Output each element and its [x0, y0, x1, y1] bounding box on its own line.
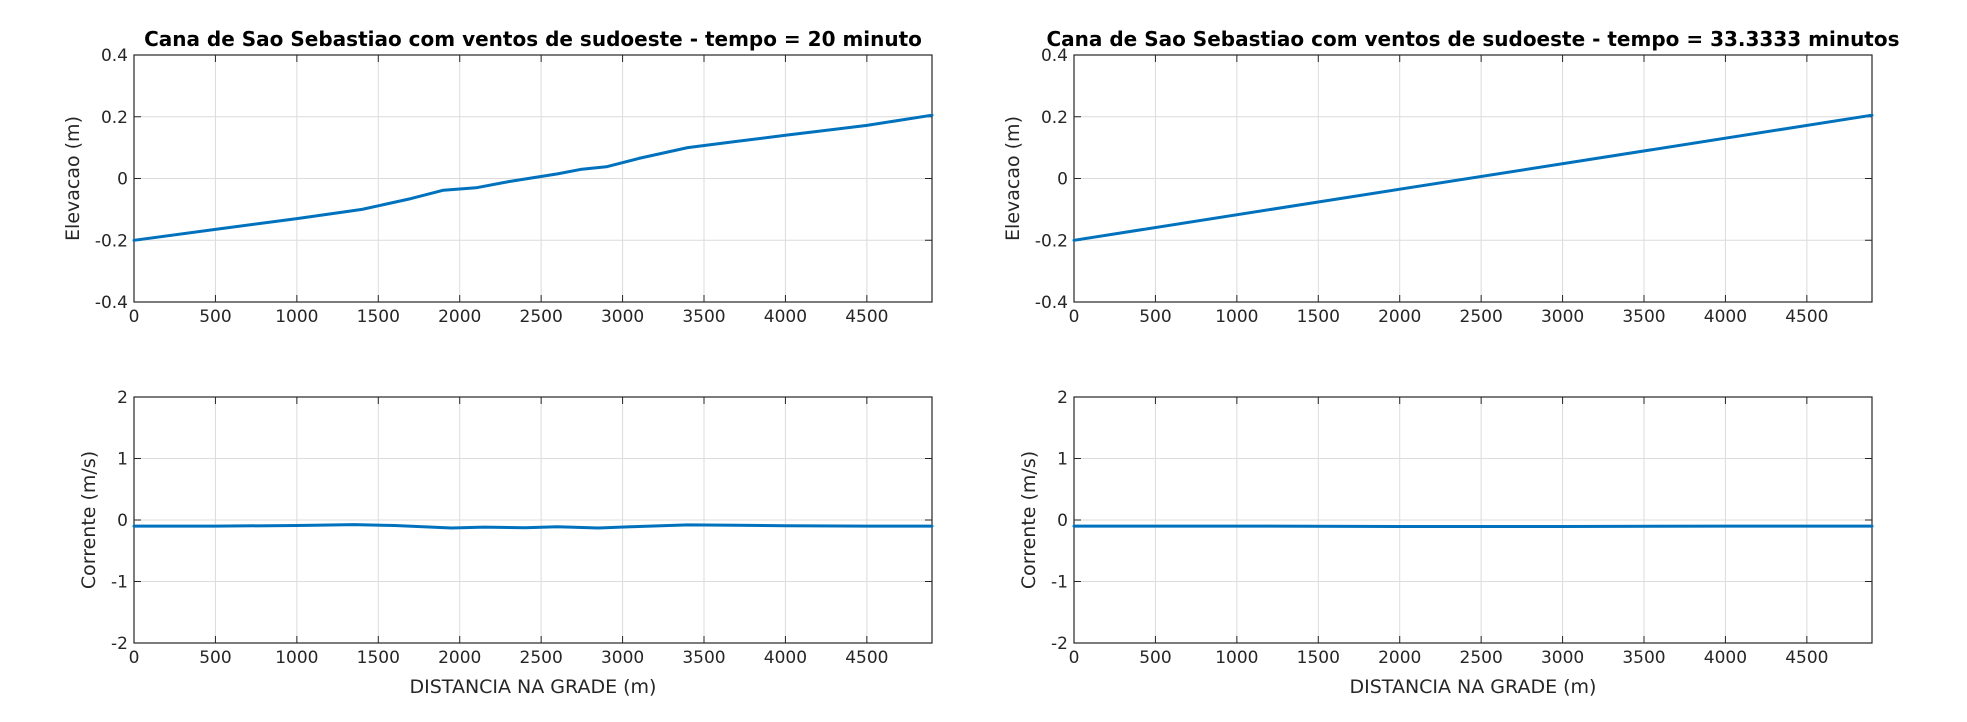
panel-elevation-33min: Cana de Sao Sebastiao com ventos de sudo… — [1002, 27, 1900, 327]
y-tick-label: 0.4 — [1041, 46, 1068, 66]
x-tick-label: 0 — [129, 648, 140, 668]
x-tick-label: 2000 — [1378, 307, 1421, 327]
x-tick-label: 3500 — [682, 307, 725, 327]
y-tick-label: 1 — [1057, 450, 1068, 470]
x-tick-label: 0 — [1069, 648, 1080, 668]
x-tick-label: 4500 — [845, 648, 888, 668]
x-axis-label: DISTANCIA NA GRADE (m) — [410, 676, 657, 698]
y-axis-label: Corrente (m/s) — [1018, 451, 1040, 589]
y-tick-label: -0.2 — [95, 231, 128, 251]
x-tick-label: 1000 — [1215, 648, 1258, 668]
y-tick-label: 0.2 — [101, 108, 128, 128]
panel-current-20min: Corrente (m/s) DISTANCIA NA GRADE (m) 0 5… — [78, 388, 934, 698]
y-tick-label: -2 — [111, 634, 128, 654]
x-tick-label: 2500 — [1460, 307, 1503, 327]
y-tick-label: 0 — [1057, 170, 1068, 190]
series-line — [1072, 113, 1874, 242]
axes-frame — [133, 396, 933, 644]
y-tick-label: 0 — [117, 511, 128, 531]
x-tick-label: 500 — [199, 307, 231, 327]
y-tick-label: 2 — [1057, 388, 1068, 408]
x-tick-label: 500 — [1139, 648, 1171, 668]
x-tick-label: 500 — [1139, 307, 1171, 327]
x-tick-label: 2000 — [438, 307, 481, 327]
x-tick-label: 2500 — [520, 307, 563, 327]
x-tick-label: 3500 — [682, 648, 725, 668]
x-tick-label: 1500 — [1297, 648, 1340, 668]
x-tick-label: 1000 — [1215, 307, 1258, 327]
x-tick-label: 3000 — [601, 307, 644, 327]
y-tick-label: -2 — [1051, 634, 1068, 654]
axes-frame — [1073, 396, 1873, 644]
y-axis-label: Elevacao (m) — [1002, 116, 1024, 241]
x-tick-label: 4000 — [1704, 307, 1747, 327]
x-tick-label: 2500 — [1460, 648, 1503, 668]
x-tick-label: 2500 — [520, 648, 563, 668]
y-tick-label: -0.4 — [1035, 293, 1068, 313]
y-tick-label: 0.2 — [1041, 108, 1068, 128]
x-tick-label: 4000 — [764, 648, 807, 668]
y-tick-label: 0 — [1057, 511, 1068, 531]
x-tick-label: 1500 — [357, 648, 400, 668]
x-tick-label: 1500 — [357, 307, 400, 327]
x-tick-label: 3000 — [601, 648, 644, 668]
y-tick-label: 0.4 — [101, 46, 128, 66]
x-tick-label: 2000 — [1378, 648, 1421, 668]
x-tick-label: 2000 — [438, 648, 481, 668]
y-tick-label: -0.4 — [95, 293, 128, 313]
x-tick-label: 4000 — [1704, 648, 1747, 668]
x-tick-label: 3000 — [1541, 307, 1584, 327]
chart-title: Cana de Sao Sebastiao com ventos de sudo… — [144, 27, 922, 51]
x-tick-label: 1000 — [275, 307, 318, 327]
chart-title: Cana de Sao Sebastiao com ventos de sudo… — [1046, 27, 1899, 51]
x-tick-label: 4000 — [764, 307, 807, 327]
series-line — [132, 523, 934, 530]
y-tick-label: -1 — [111, 573, 128, 593]
axes-frame — [1073, 54, 1873, 303]
y-tick-label: 2 — [117, 388, 128, 408]
x-tick-label: 1000 — [275, 648, 318, 668]
panel-elevation-20min: Cana de Sao Sebastiao com ventos de sudo… — [62, 27, 934, 327]
x-tick-label: 0 — [129, 307, 140, 327]
x-tick-label: 0 — [1069, 307, 1080, 327]
y-axis-label: Elevacao (m) — [62, 116, 84, 241]
x-tick-label: 3500 — [1622, 648, 1665, 668]
x-tick-label: 4500 — [1785, 648, 1828, 668]
x-tick-label: 4500 — [845, 307, 888, 327]
x-tick-label: 3500 — [1622, 307, 1665, 327]
x-tick-label: 1500 — [1297, 307, 1340, 327]
y-tick-label: -1 — [1051, 573, 1068, 593]
panel-current-33min: Corrente (m/s) DISTANCIA NA GRADE (m) 0 5… — [1018, 388, 1874, 698]
y-tick-label: 0 — [117, 170, 128, 190]
series-line — [132, 113, 934, 242]
y-tick-label: -0.2 — [1035, 231, 1068, 251]
y-tick-label: 1 — [117, 450, 128, 470]
x-tick-label: 500 — [199, 648, 231, 668]
x-axis-label: DISTANCIA NA GRADE (m) — [1350, 676, 1597, 698]
x-tick-label: 3000 — [1541, 648, 1584, 668]
axes-frame — [133, 54, 933, 303]
y-axis-label: Corrente (m/s) — [78, 451, 100, 589]
x-tick-label: 4500 — [1785, 307, 1828, 327]
